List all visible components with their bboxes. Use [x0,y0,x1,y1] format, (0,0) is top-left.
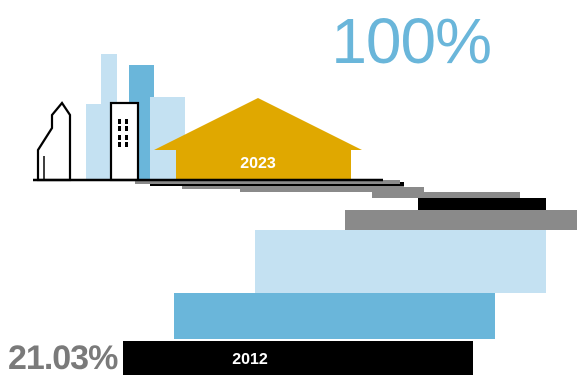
bar [345,210,577,230]
bar [255,230,546,293]
bar [123,341,473,375]
window-icon [125,135,128,140]
house-roof-icon [154,98,362,150]
office-building-icon [109,101,140,182]
bar [174,293,495,339]
bar [176,150,351,180]
window-icon [118,135,121,140]
bar-label-2023: 2023 [240,155,276,172]
window-icon [125,142,128,147]
bar [240,187,424,192]
tower-outline-icon [36,101,72,182]
bar [418,198,546,210]
window-icon [125,119,128,124]
window-icon [118,142,121,147]
start-value-label: 21.03% [8,339,118,377]
window-icon [118,119,121,124]
window-icon [125,126,128,131]
end-value-label: 100% [331,5,492,77]
window-icon [118,126,121,131]
bar [372,192,520,198]
bar [135,180,400,184]
bar-label-2012: 2012 [232,351,268,368]
bar [182,185,404,189]
